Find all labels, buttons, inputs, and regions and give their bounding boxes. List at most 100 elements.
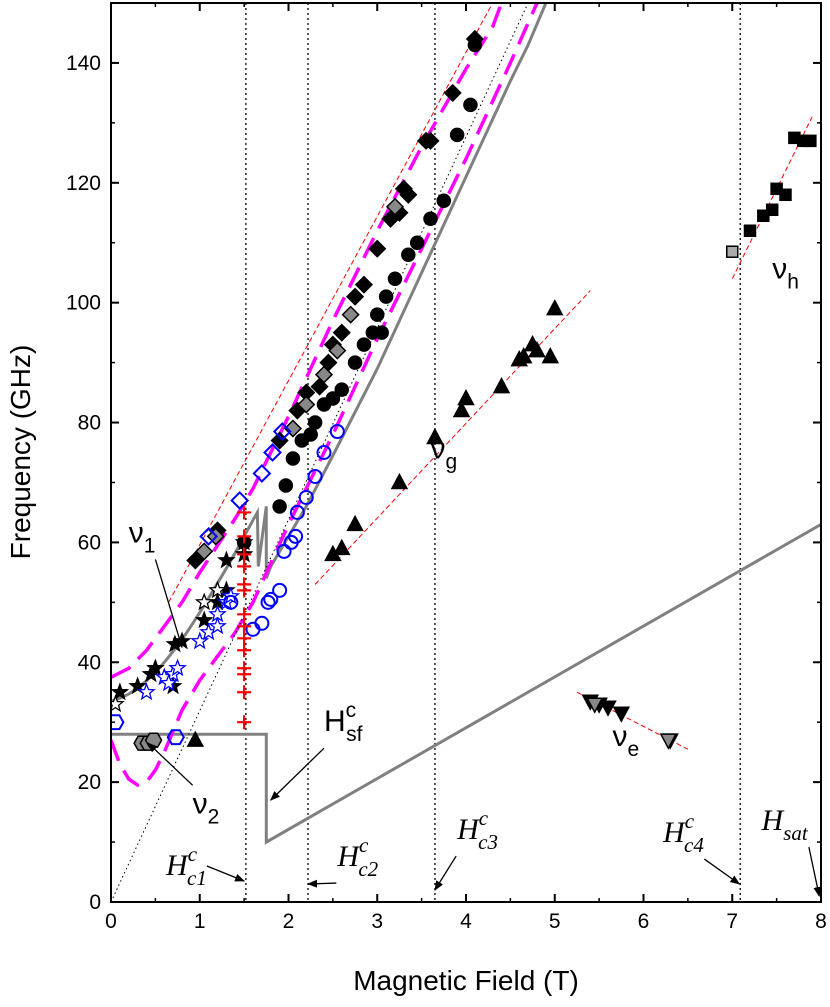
annotation-sub: sat	[783, 821, 809, 845]
diamond-marker	[417, 131, 436, 150]
circle-marker	[423, 211, 438, 227]
x-axis-title: Magnetic Field (T)	[353, 965, 579, 996]
square-marker	[779, 188, 792, 202]
annotation-hc3: Hc c3	[456, 806, 498, 854]
circle-open-marker	[288, 528, 304, 544]
annotation-hc4: Hc c4	[662, 809, 704, 857]
plus-marker	[237, 619, 252, 634]
triangle-marker	[186, 730, 205, 747]
circle-marker	[325, 391, 341, 406]
y-tick-label: 40	[78, 651, 101, 674]
annotation-nu2: ν2	[193, 787, 220, 828]
triangle-down-marker	[659, 733, 678, 750]
diamond-marker	[385, 197, 405, 216]
triangle-marker	[332, 538, 351, 556]
circle-open-marker	[254, 615, 270, 631]
plus-marker	[237, 661, 252, 676]
diamond-marker	[332, 323, 351, 342]
diamond-marker	[328, 341, 347, 360]
annotation-sup: c	[346, 699, 357, 722]
circle-marker	[278, 478, 294, 493]
annotation-arrow	[206, 865, 246, 882]
square-marker	[726, 245, 739, 258]
plus-marker	[237, 631, 252, 646]
circle-marker	[370, 307, 385, 322]
y-axis-title: Frequency (GHz)	[5, 345, 36, 560]
x-tick-label: 1	[194, 910, 206, 933]
annotation-main: ν	[612, 720, 627, 753]
data-markers	[111, 29, 817, 751]
annotation-sub: sf	[346, 723, 363, 746]
annotation-nuh: νh	[772, 253, 799, 294]
circle-open-marker	[276, 543, 292, 559]
circle-marker	[334, 382, 349, 397]
triangle-marker	[346, 514, 364, 532]
triangle-marker	[390, 472, 409, 490]
star-marker	[128, 676, 147, 695]
annotation-sup: c	[188, 842, 198, 866]
y-tick-label: 60	[78, 531, 101, 554]
circle-open-marker	[289, 504, 305, 520]
annotation-arrow	[703, 858, 741, 885]
plus-marker	[237, 715, 252, 730]
triangle-down-marker	[585, 697, 604, 714]
circle-marker	[285, 451, 301, 466]
star-marker	[208, 580, 227, 599]
circle-marker	[307, 415, 323, 430]
curves	[111, 3, 821, 902]
diamond-open-marker	[272, 422, 292, 441]
circle-open-marker	[223, 594, 239, 610]
star-marker	[208, 616, 227, 635]
triangle-marker	[492, 376, 511, 394]
diamond-open-marker	[199, 526, 219, 546]
triangle-marker	[541, 347, 560, 364]
y-tick-label: 0	[89, 891, 101, 914]
triangle-down-marker	[612, 706, 631, 723]
hexagon-marker	[144, 732, 163, 748]
theory-dashed-line	[111, 3, 504, 679]
annotation-sub: 2	[208, 805, 220, 828]
theory-dashed-line	[111, 3, 539, 788]
annotation-hc2: Hc c2	[336, 833, 378, 881]
x-tick-label: 7	[726, 910, 738, 933]
star-marker	[159, 673, 179, 692]
annotation-arrow	[270, 747, 325, 801]
annotation-main: H	[761, 804, 786, 837]
annotation-arrow	[147, 742, 194, 786]
circle-open-marker	[316, 445, 332, 460]
star-marker	[208, 604, 227, 623]
triangle-marker	[510, 350, 529, 367]
diamond-marker	[368, 239, 387, 258]
annotation-hsat: Hsat	[761, 804, 809, 845]
diamond-marker	[394, 179, 413, 198]
diamond-marker	[346, 287, 365, 306]
plus-marker	[237, 505, 252, 520]
annotation-hc1: Hc c1	[165, 842, 207, 890]
diamond-open-marker	[263, 443, 282, 462]
annotation-main: ν	[193, 787, 208, 820]
y-tick-label: 120	[66, 172, 101, 195]
diamond-marker	[354, 275, 373, 294]
triangle-marker	[457, 388, 475, 406]
circle-marker	[347, 355, 363, 370]
square-marker	[804, 134, 817, 148]
fit-red-dashed-line	[314, 290, 591, 585]
x-tick-label: 3	[371, 910, 383, 933]
circle-marker	[272, 499, 287, 514]
x-tick-label: 4	[460, 910, 472, 933]
annotation-nu1: ν1	[129, 516, 156, 557]
triangle-marker	[545, 299, 564, 316]
annotation-main: H	[324, 705, 346, 738]
circle-open-marker	[263, 591, 279, 607]
annotation-sup: c	[479, 806, 489, 830]
annotation-sub: g	[446, 450, 458, 473]
star-marker	[111, 694, 125, 713]
x-tick-label: 6	[638, 910, 650, 933]
plus-marker	[237, 529, 252, 544]
circle-marker	[387, 271, 403, 286]
annotation-arrow	[154, 559, 184, 649]
annotation-sub: e	[627, 738, 639, 761]
diamond-marker	[195, 542, 214, 561]
